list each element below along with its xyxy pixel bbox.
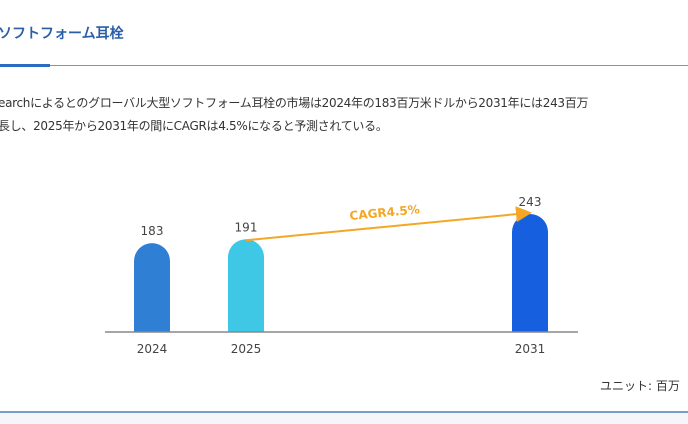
bottom-divider [0, 411, 688, 413]
value-label: 191 [235, 220, 258, 234]
description-line-2: 長し、2025年から2031年の間にCAGRは4.5%になると予測されている。 [0, 119, 388, 133]
active-tab-indicator [0, 64, 50, 67]
bottom-area [0, 413, 688, 424]
description-line-1: earchによるとのグローバル大型ソフトフォーム耳栓の市場は2024年の183百… [0, 96, 589, 110]
description: earchによるとのグローバル大型ソフトフォーム耳栓の市場は2024年の183百… [0, 92, 588, 138]
tab-divider [0, 65, 688, 66]
cagr-arrow [245, 206, 532, 242]
bar-2025 [228, 239, 264, 332]
bar-2031 [512, 214, 548, 332]
year-label: 2025 [231, 342, 262, 356]
cagr-label: CAGR4.5% [349, 202, 420, 223]
bar-2024 [134, 243, 170, 332]
value-label: 183 [141, 224, 164, 238]
year-label: 2024 [137, 342, 168, 356]
year-label: 2031 [515, 342, 546, 356]
page-title: ソフトフォーム耳栓 [0, 26, 124, 42]
unit-label: ユニット: 百万 [600, 379, 680, 393]
value-label: 243 [519, 195, 542, 209]
